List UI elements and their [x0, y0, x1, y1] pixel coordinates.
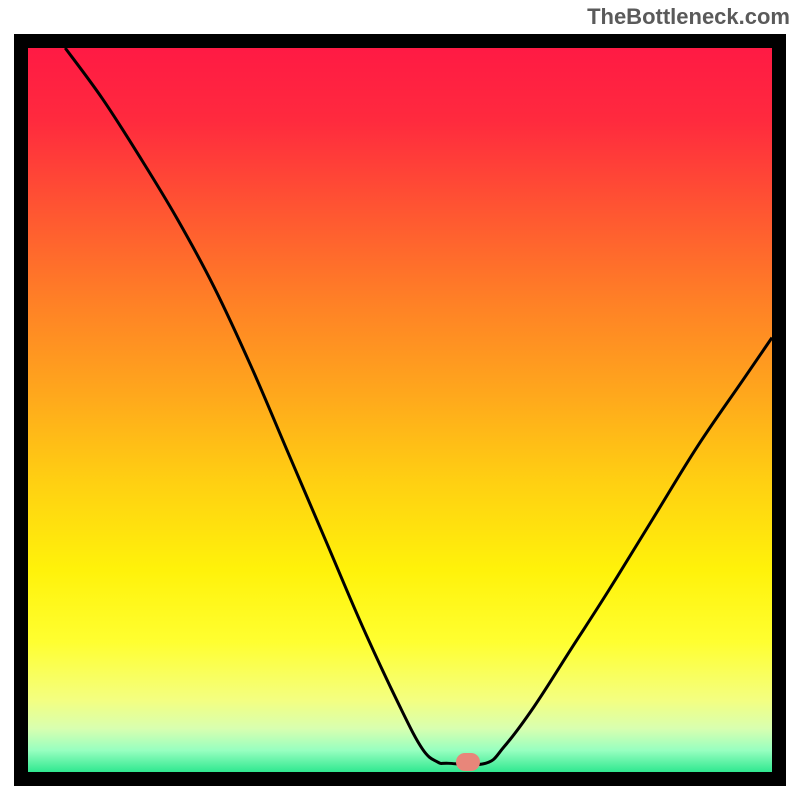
optimal-point-marker [456, 753, 480, 771]
bottleneck-curve [28, 48, 772, 772]
chart-frame [14, 34, 786, 786]
attribution-text: TheBottleneck.com [587, 4, 790, 30]
